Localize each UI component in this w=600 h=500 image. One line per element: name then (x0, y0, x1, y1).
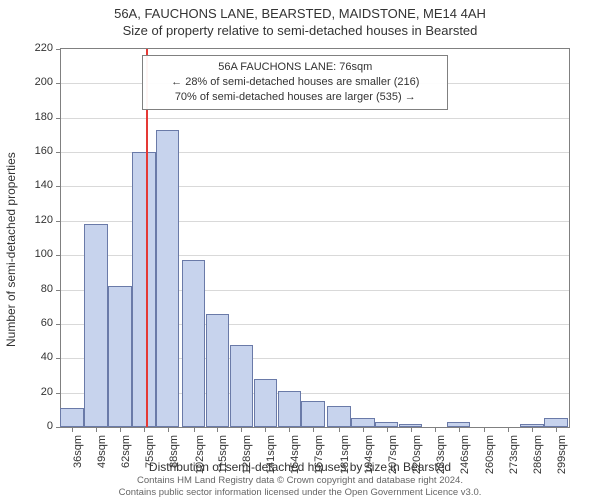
x-tick (459, 427, 460, 432)
y-tick (56, 290, 61, 291)
footer-line1: Contains HM Land Registry data © Crown c… (0, 475, 600, 486)
y-tick-label: 160 (23, 145, 53, 157)
histogram-bar (60, 408, 83, 427)
x-tick (96, 427, 97, 432)
x-tick (387, 427, 388, 432)
y-tick (56, 152, 61, 153)
y-tick-label: 100 (23, 248, 53, 260)
annotation-line: 56A FAUCHONS LANE: 76sqm (151, 60, 439, 75)
histogram-bar (230, 345, 253, 427)
histogram-bar (327, 406, 350, 427)
y-tick-label: 40 (23, 351, 53, 363)
y-tick (56, 186, 61, 187)
x-tick (265, 427, 266, 432)
gridline (61, 118, 569, 119)
y-tick (56, 221, 61, 222)
x-tick (313, 427, 314, 432)
x-tick (72, 427, 73, 432)
footer-line2: Contains public sector information licen… (0, 487, 600, 498)
y-tick-label: 20 (23, 386, 53, 398)
histogram-chart: 02040608010012014016018020022036sqm49sqm… (60, 48, 570, 428)
x-tick (194, 427, 195, 432)
y-axis-label: Number of semi-detached properties (4, 152, 18, 347)
x-tick (532, 427, 533, 432)
page-title-line1: 56A, FAUCHONS LANE, BEARSTED, MAIDSTONE,… (0, 0, 600, 21)
x-tick (435, 427, 436, 432)
histogram-bar (254, 379, 277, 427)
y-tick-label: 140 (23, 179, 53, 191)
histogram-bar (351, 418, 374, 427)
histogram-bar (132, 152, 155, 427)
y-tick (56, 255, 61, 256)
y-tick-label: 120 (23, 214, 53, 226)
y-tick (56, 427, 61, 428)
y-tick-label: 220 (23, 42, 53, 54)
y-tick (56, 118, 61, 119)
y-tick-label: 200 (23, 76, 53, 88)
y-tick (56, 49, 61, 50)
annotation-line: 70% of semi-detached houses are larger (… (151, 90, 439, 105)
annotation-line: ← 28% of semi-detached houses are smalle… (151, 75, 439, 90)
histogram-bar (156, 130, 179, 427)
y-tick-label: 80 (23, 283, 53, 295)
footer-attribution: Contains HM Land Registry data © Crown c… (0, 475, 600, 498)
y-tick-label: 0 (23, 420, 53, 432)
x-tick (241, 427, 242, 432)
x-tick (339, 427, 340, 432)
x-tick (289, 427, 290, 432)
x-tick (411, 427, 412, 432)
x-tick (508, 427, 509, 432)
x-tick (484, 427, 485, 432)
x-tick (363, 427, 364, 432)
histogram-bar (108, 286, 131, 427)
y-tick (56, 83, 61, 84)
y-tick (56, 358, 61, 359)
y-tick (56, 393, 61, 394)
annotation-box: 56A FAUCHONS LANE: 76sqm← 28% of semi-de… (142, 55, 448, 110)
x-tick (144, 427, 145, 432)
y-tick-label: 180 (23, 111, 53, 123)
histogram-bar (301, 401, 324, 427)
x-axis-label: Distribution of semi-detached houses by … (0, 460, 600, 474)
x-tick (556, 427, 557, 432)
x-tick (120, 427, 121, 432)
histogram-bar (206, 314, 229, 427)
histogram-bar (278, 391, 301, 427)
histogram-bar (84, 224, 107, 427)
x-tick (168, 427, 169, 432)
page-title-line2: Size of property relative to semi-detach… (0, 21, 600, 38)
histogram-bar (544, 418, 567, 427)
x-tick (217, 427, 218, 432)
histogram-bar (182, 260, 205, 427)
y-tick-label: 60 (23, 317, 53, 329)
y-tick (56, 324, 61, 325)
